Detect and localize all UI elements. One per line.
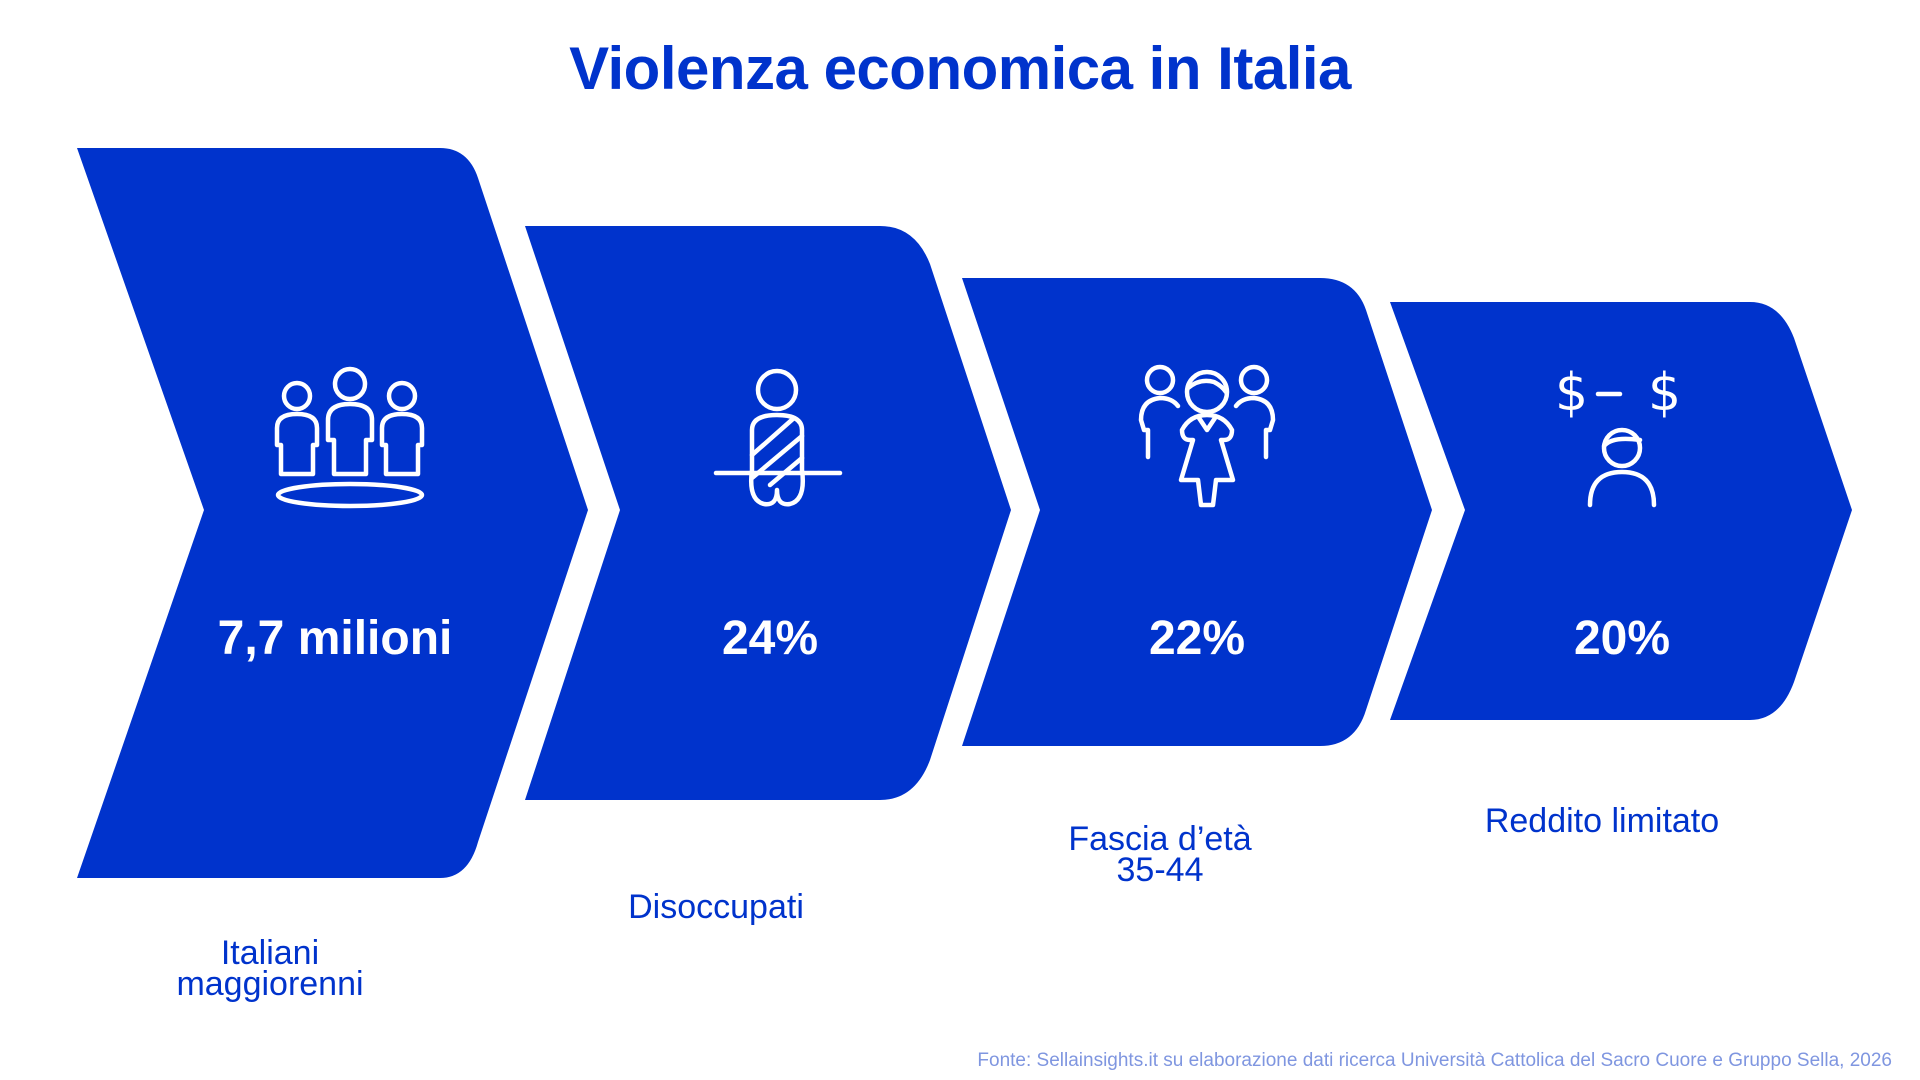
svg-text:$: $ <box>1555 363 1588 423</box>
funnel-stage-2 <box>525 226 1011 800</box>
money-person-icon: $ $ <box>1555 363 1681 508</box>
value-label-1: 7,7 milioni <box>218 612 453 665</box>
category-label-4: Reddito limitato <box>1484 802 1720 840</box>
value-label-4: 20% <box>1574 612 1670 665</box>
seated-person-icon <box>713 368 843 507</box>
funnel-stage-4 <box>1390 302 1852 720</box>
value-label-3: 22% <box>1149 612 1245 665</box>
category-label-3: Fascia d’età 35-44 <box>1068 820 1252 889</box>
value-label-2: 24% <box>722 612 818 665</box>
funnel-stage-3 <box>962 278 1432 746</box>
category-label-1: Italiani maggiorenni <box>176 934 364 1003</box>
source-note: Fonte: Sellainsights.it su elaborazione … <box>977 1050 1892 1071</box>
funnel-stage-1 <box>77 148 588 878</box>
chart-title: Violenza economica in Italia <box>569 35 1351 102</box>
group-of-people-icon <box>274 366 425 509</box>
family-group-icon <box>1138 364 1276 508</box>
svg-text:$: $ <box>1648 363 1681 423</box>
category-label-2: Disoccupati <box>628 888 804 926</box>
